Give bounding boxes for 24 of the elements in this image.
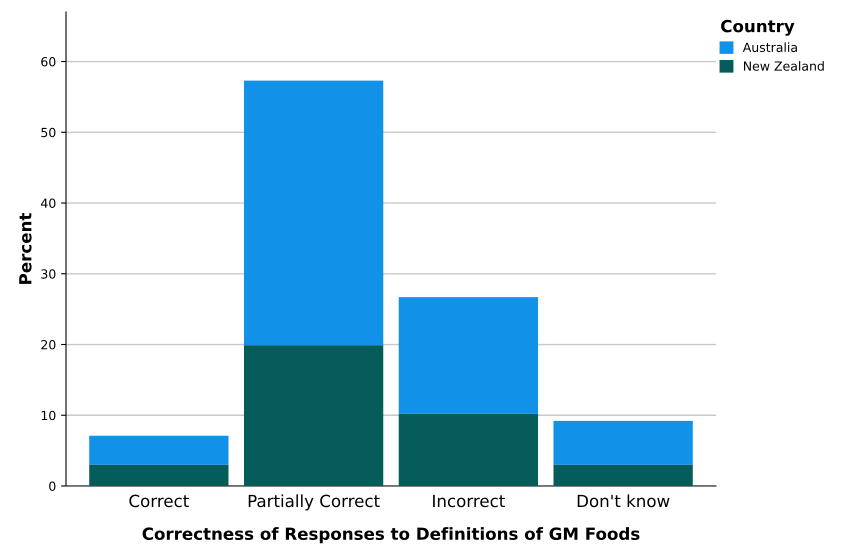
y-tick-label: 0 bbox=[49, 481, 56, 491]
y-tick-label: 60 bbox=[41, 56, 56, 66]
bar bbox=[554, 464, 693, 486]
legend-title: Country bbox=[721, 20, 794, 36]
bar bbox=[89, 464, 228, 486]
y-tick-label: 30 bbox=[41, 269, 56, 279]
bar bbox=[398, 297, 538, 414]
x-tick-label: Don't know bbox=[578, 494, 670, 508]
bar bbox=[244, 345, 384, 486]
x-tick-label: Partially Correct bbox=[248, 494, 380, 510]
y-tick-label: 10 bbox=[42, 410, 56, 420]
bar bbox=[554, 420, 693, 465]
y-tick-label: 50 bbox=[41, 128, 56, 138]
y-tick-label: 20 bbox=[41, 340, 56, 350]
y-axis-title: Percent bbox=[19, 213, 32, 284]
x-axis-title: Correctness of Responses to Definitions of GM Foods bbox=[142, 527, 640, 544]
legend-label: New Zealand bbox=[744, 61, 824, 71]
bar bbox=[398, 414, 538, 486]
bar bbox=[89, 436, 228, 465]
y-tick-label: 40 bbox=[40, 198, 56, 208]
legend-label: Australia bbox=[742, 42, 797, 52]
bar bbox=[244, 80, 384, 346]
x-tick-label: Incorrect bbox=[433, 494, 505, 508]
x-tick-label: Correct bbox=[129, 494, 189, 508]
